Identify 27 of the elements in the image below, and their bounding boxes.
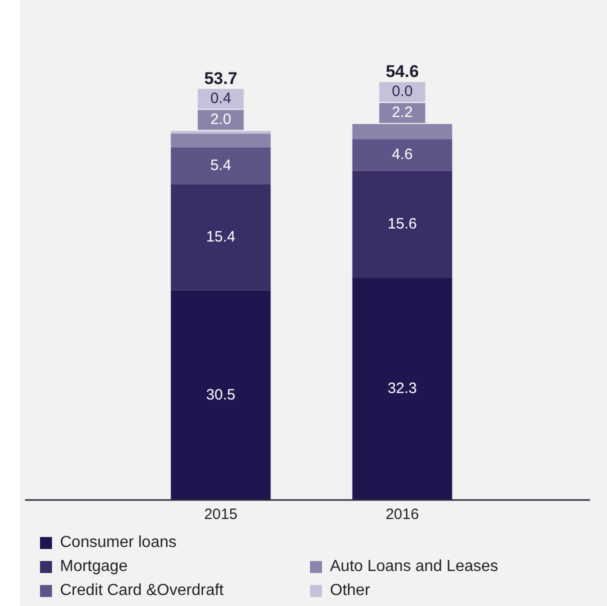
data-label: 0.4 (210, 90, 232, 108)
legend-label: Credit Card &Overdraft (60, 582, 224, 600)
bar (352, 139, 452, 171)
legend-label: Consumer loans (60, 534, 176, 552)
bar (170, 290, 271, 500)
bar (170, 130, 271, 134)
legend-label: Other (330, 582, 370, 600)
legend-label: Mortgage (60, 558, 128, 576)
x-tick-label: 2016 (386, 506, 419, 524)
data-label: 4.6 (392, 146, 413, 164)
bar (352, 278, 452, 500)
data-label: 15.4 (206, 228, 236, 246)
total-label: 53.7 (204, 69, 238, 88)
total-label: 54.6 (386, 62, 419, 82)
legend-label: Auto Loans and Leases (330, 558, 498, 576)
bar (352, 170, 452, 278)
bar (170, 184, 271, 290)
data-label: 5.4 (210, 157, 232, 174)
data-label: 15.6 (388, 216, 417, 232)
data-label: 0.0 (392, 83, 413, 100)
data-label: 30.5 (206, 386, 236, 404)
bar (170, 147, 271, 184)
bar (170, 134, 271, 148)
data-label: 2.0 (210, 111, 232, 128)
x-tick-label: 2015 (204, 506, 238, 524)
data-label: 2.2 (392, 104, 413, 122)
data-label: 32.3 (388, 380, 417, 398)
